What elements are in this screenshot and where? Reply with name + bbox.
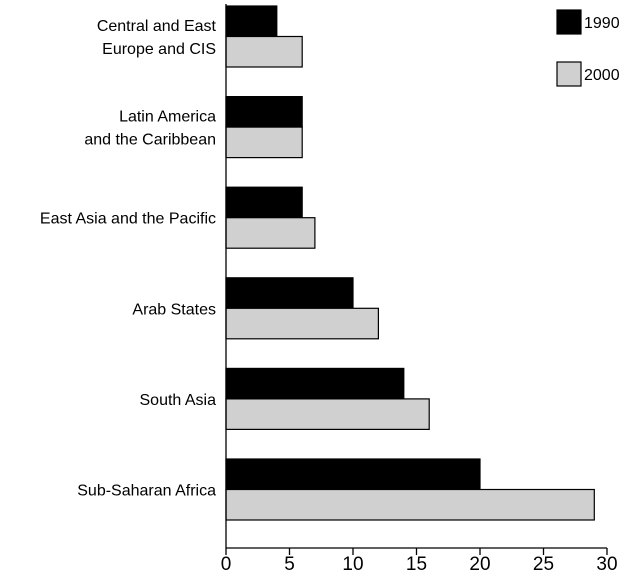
category-label: Latin America [119, 109, 216, 126]
x-tick-label: 5 [284, 554, 295, 571]
legend-swatch-2000 [556, 61, 582, 87]
bar-1990-0 [225, 5, 278, 38]
bar-2000-4 [225, 398, 430, 430]
x-tick-label: 10 [342, 554, 363, 571]
bar-2000-5 [225, 488, 595, 521]
category-labels: Central and East Europe and CIS Latin Amer… [40, 18, 217, 500]
category-label: South Asia [140, 392, 217, 409]
x-tick-label: 20 [469, 554, 490, 571]
legend-swatch-1990 [556, 9, 582, 35]
bar-1990-5 [225, 458, 481, 491]
bars-layer [225, 5, 595, 521]
category-label: Europe and CIS [102, 41, 216, 58]
x-tick-label: 30 [596, 554, 617, 571]
bar-2000-0 [225, 35, 303, 68]
category-label: Arab States [132, 301, 216, 318]
bar-1990-1 [225, 95, 303, 128]
x-tick-label: 25 [533, 554, 554, 571]
bar-1990-2 [225, 186, 303, 219]
x-tick-label: 0 [221, 554, 232, 571]
bar-2000-1 [225, 126, 303, 159]
bar-2000-2 [225, 217, 316, 249]
category-label: and the Caribbean [84, 132, 216, 149]
category-label: East Asia and the Pacific [40, 211, 216, 228]
legend-label-1990: 1990 [584, 15, 620, 32]
legend: 1990 2000 [556, 9, 620, 87]
legend-label-2000: 2000 [584, 67, 620, 84]
category-label: Sub-Saharan Africa [77, 483, 216, 500]
x-tick-label: 15 [406, 554, 427, 571]
category-label: Central and East [97, 18, 217, 35]
bar-1990-3 [225, 277, 354, 309]
x-axis: 0 5 10 15 20 25 30 [221, 4, 618, 575]
bar-2000-3 [225, 307, 379, 340]
bar-1990-4 [225, 367, 405, 400]
